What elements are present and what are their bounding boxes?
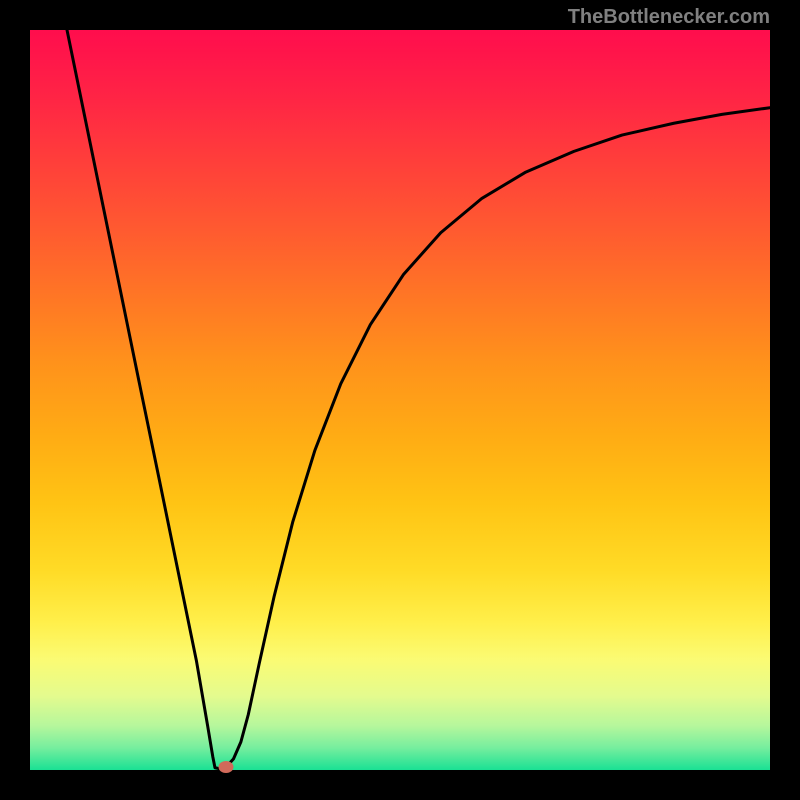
chart-container: TheBottlenecker.com bbox=[0, 0, 800, 800]
watermark-text: TheBottlenecker.com bbox=[568, 6, 770, 29]
plot-area bbox=[30, 30, 770, 770]
bottleneck-curve bbox=[30, 30, 770, 770]
optimal-point-marker bbox=[219, 761, 234, 773]
